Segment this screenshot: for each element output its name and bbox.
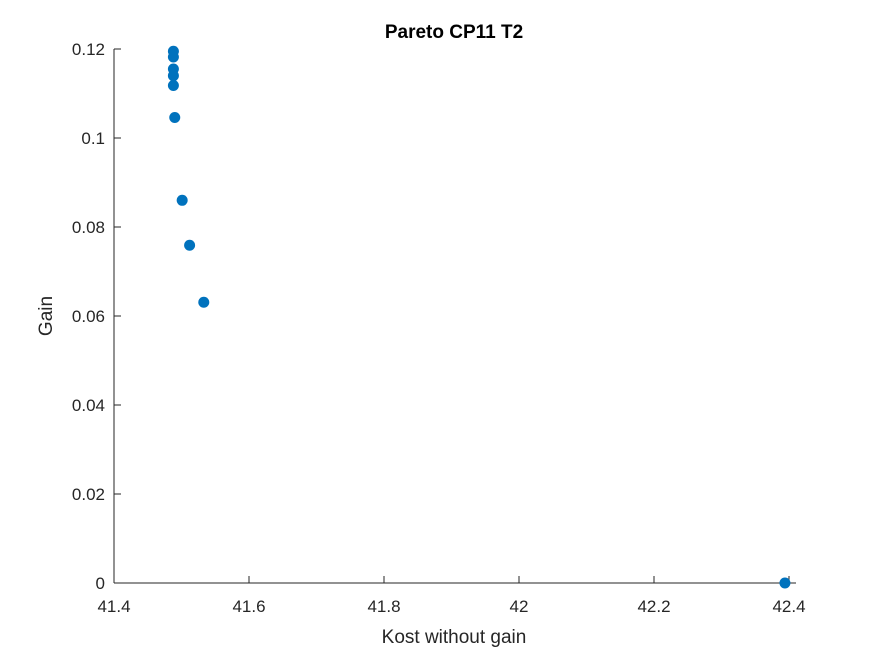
y-tick-label: 0.06 — [72, 307, 105, 326]
x-axis-ticks: 41.4 41.6 41.8 42 42.2 42.4 — [97, 576, 806, 616]
x-tick-label: 42.4 — [772, 597, 805, 616]
data-point — [169, 112, 181, 124]
plot-axes — [113, 49, 796, 584]
x-tick-label: 41.6 — [232, 597, 265, 616]
x-axis-label: Kost without gain — [382, 627, 527, 648]
data-point — [167, 70, 179, 82]
data-point — [176, 194, 188, 206]
y-tick-label: 0 — [96, 574, 105, 593]
data-point — [184, 239, 196, 251]
data-point — [167, 51, 179, 63]
x-tick-label: 42.2 — [637, 597, 670, 616]
data-point — [167, 79, 179, 91]
x-tick-label: 42 — [510, 597, 529, 616]
y-tick-label: 0.1 — [81, 129, 105, 148]
x-tick-label: 41.4 — [97, 597, 130, 616]
y-tick-label: 0.08 — [72, 218, 105, 237]
y-axis-label: Gain — [36, 296, 57, 336]
y-tick-label: 0.04 — [72, 396, 105, 415]
data-points — [167, 45, 791, 589]
data-point — [779, 577, 791, 589]
y-tick-label: 0.02 — [72, 485, 105, 504]
y-tick-label: 0.12 — [72, 40, 105, 59]
x-tick-label: 41.8 — [367, 597, 400, 616]
y-axis-ticks: 0 0.02 0.04 0.06 0.08 0.1 0.12 — [72, 40, 121, 593]
data-point — [198, 296, 210, 308]
chart-title: Pareto CP11 T2 — [385, 22, 523, 43]
